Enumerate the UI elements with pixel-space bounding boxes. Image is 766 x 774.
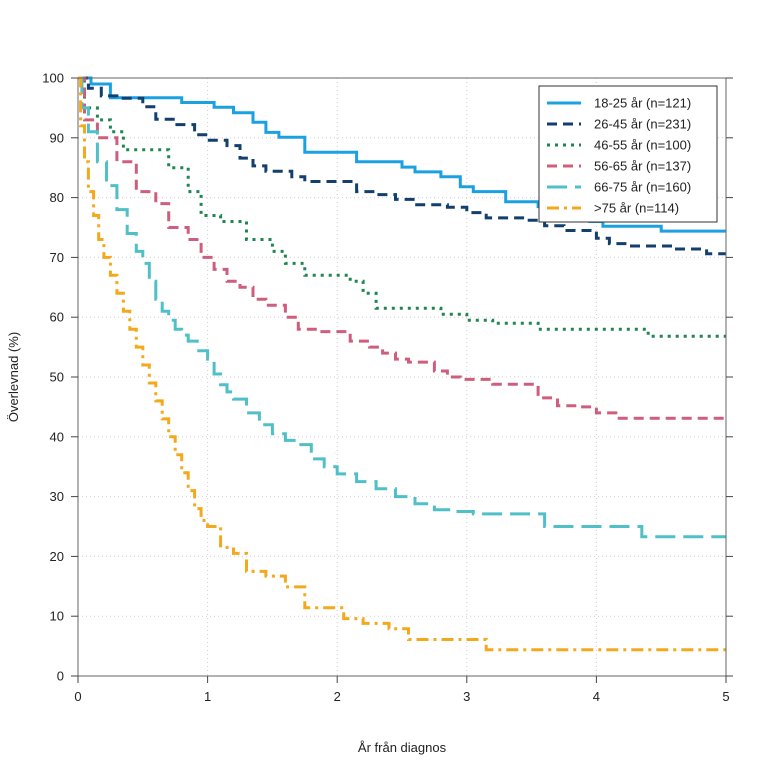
y-tick-label: 0	[57, 669, 64, 684]
x-tick-label: 3	[463, 689, 470, 704]
x-axis: 0 1 2 3 4 5	[74, 676, 730, 704]
x-tick-label: 5	[722, 689, 729, 704]
y-axis-label: Överlevnad (%)	[6, 332, 21, 422]
x-tick-label: 1	[204, 689, 211, 704]
y-tick-label: 40	[50, 429, 64, 444]
series-line-6	[78, 76, 726, 652]
y-tick-label: 80	[50, 190, 64, 205]
legend: 18-25 år (n=121) 26-45 år (n=231) 46-55 år…	[538, 85, 718, 223]
y-tick-label: 60	[50, 310, 64, 325]
series-line-5	[78, 76, 726, 539]
y-tick-label: 30	[50, 489, 64, 504]
x-tick-label: 0	[74, 689, 81, 704]
legend-label: 46-55 år (n=100)	[594, 138, 691, 153]
legend-label: >75 år (n=114)	[594, 201, 679, 216]
y-tick-label: 90	[50, 130, 64, 145]
y-tick-label: 10	[50, 609, 64, 624]
legend-label: 56-65 år (n=137)	[594, 159, 691, 174]
y-tick-label: 100	[42, 71, 64, 86]
y-tick-label: 70	[50, 250, 64, 265]
legend-label: 66-75 år (n=160)	[594, 180, 691, 195]
legend-box	[538, 85, 718, 223]
x-tick-label: 4	[593, 689, 600, 704]
y-tick-label: 50	[50, 370, 64, 385]
x-axis-label: År från diagnos	[358, 740, 447, 755]
x-tick-label: 2	[334, 689, 341, 704]
series-line-4	[78, 76, 726, 420]
legend-label: 26-45 år (n=231)	[594, 117, 691, 132]
series-line-3	[78, 76, 726, 338]
y-axis: 0 10 20 30 40 50 60 70 80 90 100	[42, 71, 733, 684]
y-tick-label: 20	[50, 549, 64, 564]
legend-label: 18-25 år (n=121)	[594, 96, 691, 111]
